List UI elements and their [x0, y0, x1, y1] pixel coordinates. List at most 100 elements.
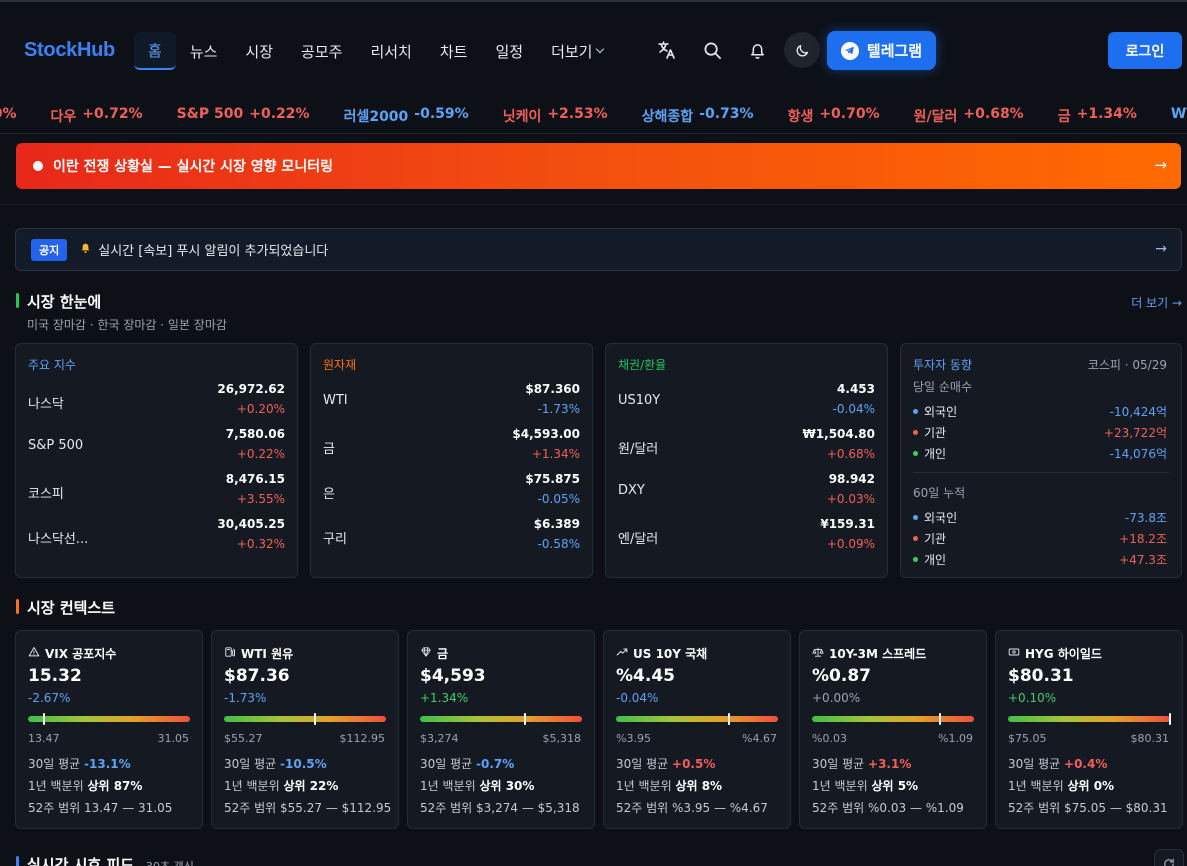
percentile-value: 상위 87%: [87, 779, 143, 793]
avg-label: 30일 평균: [812, 757, 869, 771]
ticker-track: 20% 다우 +0.72% S&P 500 +0.22% 러셀2000 -0.59% 닛케이 +…: [0, 106, 1187, 126]
context-card[interactable]: US 10Y 국채 %4.45 -0.04% %3.95 %4.67 30일 평균 +0.…: [603, 630, 791, 829]
context-card[interactable]: 금 $4,593 +1.34% $3,274 $5,318 30일 평균 -0.7% 1년 …: [407, 630, 595, 829]
nav-item-chart[interactable]: 차트: [439, 42, 468, 61]
ticker-name: WTI: [1170, 106, 1187, 122]
context-value: $4,593: [420, 666, 486, 686]
context-card[interactable]: VIX 공포지수 15.32 -2.67% 13.47 31.05 30일 평균 -13.…: [15, 630, 203, 829]
row-value: 26,972.62: [217, 382, 285, 396]
avg-label: 30일 평균: [1008, 757, 1065, 771]
investor-row: 기관 +23,722억: [913, 424, 1167, 442]
ticker-name: 러셀2000: [343, 109, 409, 125]
card-title: 주요 지수: [28, 358, 76, 372]
range-value: $3,274 — $5,318: [476, 801, 580, 815]
market-row[interactable]: S&P 500 7,580.06 +0.22%: [28, 427, 285, 469]
bill-icon: [1008, 646, 1020, 661]
avg-label: 30일 평균: [224, 757, 281, 771]
nav-item-schedule[interactable]: 일정: [495, 42, 524, 61]
market-row[interactable]: 은 $75.875 -0.05%: [323, 472, 580, 514]
bell-emoji-icon: [79, 241, 92, 258]
market-row[interactable]: 원/달러 ₩1,504.80 +0.68%: [618, 427, 875, 469]
context-card-title: WTI 원유: [224, 645, 293, 662]
bullet-dot-icon: [913, 557, 918, 562]
row-name: 엔/달러: [618, 532, 659, 547]
site-logo[interactable]: StockHub: [24, 39, 115, 61]
ticker-item[interactable]: 러셀2000 -0.59%: [344, 106, 469, 126]
ticker-item[interactable]: WTI-1.73%: [1171, 106, 1187, 126]
range-min: $75.05: [1008, 732, 1047, 745]
ticker-item[interactable]: 금 +1.34%: [1058, 106, 1137, 126]
range-52w: 52주 범위 $3,274 — $5,318: [420, 799, 580, 816]
context-card[interactable]: HYG 하이일드 $80.31 +0.10% $75.05 $80.31 30일 평균 +…: [995, 630, 1183, 829]
avg-value: +0.4%: [1064, 757, 1108, 771]
row-change: +0.32%: [236, 537, 285, 551]
context-change: -2.67%: [28, 691, 71, 705]
context-card-label: US 10Y 국채: [633, 647, 708, 661]
ticker-item[interactable]: 원/달러 +0.68%: [914, 106, 1024, 126]
range-bar: [1008, 713, 1171, 725]
daily-label: 당일 순매수: [913, 380, 973, 394]
market-row[interactable]: 금 $4,593.00 +1.34%: [323, 427, 580, 469]
row-name: 금: [323, 442, 335, 457]
row-change: +3.55%: [236, 492, 285, 506]
market-row[interactable]: 엔/달러 ¥159.31 +0.09%: [618, 517, 875, 559]
telegram-button[interactable]: 텔레그램: [827, 31, 936, 70]
context-card[interactable]: WTI 원유 $87.36 -1.73% $55.27 $112.95 30일 평균 -1…: [211, 630, 399, 829]
ticker-item[interactable]: 항생 +0.70%: [788, 106, 880, 126]
row-change: -0.05%: [537, 492, 580, 506]
nav-item-home[interactable]: 홈: [134, 32, 176, 70]
market-row[interactable]: WTI $87.360 -1.73%: [323, 382, 580, 424]
ticker-item[interactable]: 20%: [0, 106, 17, 126]
avg-value: -0.7%: [476, 757, 515, 771]
range-label: 52주 범위: [616, 801, 673, 815]
row-value: $4,593.00: [512, 427, 580, 441]
war-room-banner[interactable]: 이란 전쟁 상황실 — 실시간 시장 영향 모니터링 →: [16, 143, 1181, 189]
nav-item-more[interactable]: 더보기: [537, 32, 617, 70]
row-value: $87.360: [525, 382, 580, 396]
ticker-item[interactable]: S&P 500 +0.22%: [177, 106, 310, 126]
market-row[interactable]: 구리 $6.389 -0.58%: [323, 517, 580, 559]
market-row[interactable]: 나스닥선... 30,405.25 +0.32%: [28, 517, 285, 559]
more-link[interactable]: 더 보기 →: [1131, 296, 1182, 310]
ticker-item[interactable]: 닛케이 +2.53%: [503, 106, 608, 126]
range-max: %4.67: [742, 732, 777, 745]
market-row[interactable]: 코스피 8,476.15 +3.55%: [28, 472, 285, 514]
ticker-item[interactable]: 상해종합 -0.73%: [642, 106, 754, 126]
context-value: $87.36: [224, 666, 290, 686]
avg-30d: 30일 평균 +3.1%: [812, 755, 911, 772]
avg-30d: 30일 평균 -10.5%: [224, 755, 327, 772]
ticker-change: 20%: [0, 106, 17, 122]
refresh-button[interactable]: [1154, 849, 1184, 866]
context-card[interactable]: 10Y-3M 스프레드 %0.87 +0.00% %0.03 %1.09 30일 평균 +…: [799, 630, 987, 829]
investor-name: 개인: [924, 553, 947, 567]
notice-bar[interactable]: 공지 실시간 [속보] 푸시 알림이 추가되었습니다 →: [15, 228, 1182, 271]
context-card-title: 금: [420, 645, 448, 662]
avg-label: 30일 평균: [28, 757, 85, 771]
investor-value: +18.2조: [1119, 532, 1167, 546]
bell-icon[interactable]: [739, 32, 775, 68]
market-row[interactable]: DXY 98.942 +0.03%: [618, 472, 875, 514]
banner-text: 이란 전쟁 상황실 — 실시간 시장 영향 모니터링: [53, 159, 333, 175]
row-change: +1.34%: [531, 447, 580, 461]
row-value: 8,476.15: [225, 472, 285, 486]
row-value: ¥159.31: [820, 517, 875, 531]
range-max: 31.05: [157, 732, 190, 745]
ticker-name: S&P 500: [176, 106, 244, 122]
telegram-icon: [840, 41, 859, 60]
market-row[interactable]: US10Y 4.453 -0.04%: [618, 382, 875, 424]
ticker-item[interactable]: 다우 +0.72%: [51, 106, 143, 126]
context-card-label: 금: [437, 647, 449, 661]
login-button[interactable]: 로그인: [1108, 32, 1182, 69]
nav-item-research[interactable]: 리서치: [370, 42, 412, 61]
nav-item-market[interactable]: 시장: [245, 42, 274, 61]
translate-icon[interactable]: [649, 32, 685, 68]
chevron-down-icon: [596, 44, 605, 54]
search-icon[interactable]: [694, 32, 730, 68]
context-card-title: HYG 하이일드: [1008, 645, 1102, 662]
moon-icon[interactable]: [784, 32, 820, 68]
market-row[interactable]: 나스닥 26,972.62 +0.20%: [28, 382, 285, 424]
nav-item-ipo[interactable]: 공모주: [301, 42, 343, 61]
percentile-1y: 1년 백분위 상위 0%: [1008, 777, 1114, 794]
nav-item-news[interactable]: 뉴스: [189, 42, 218, 61]
divider: [0, 204, 1187, 205]
